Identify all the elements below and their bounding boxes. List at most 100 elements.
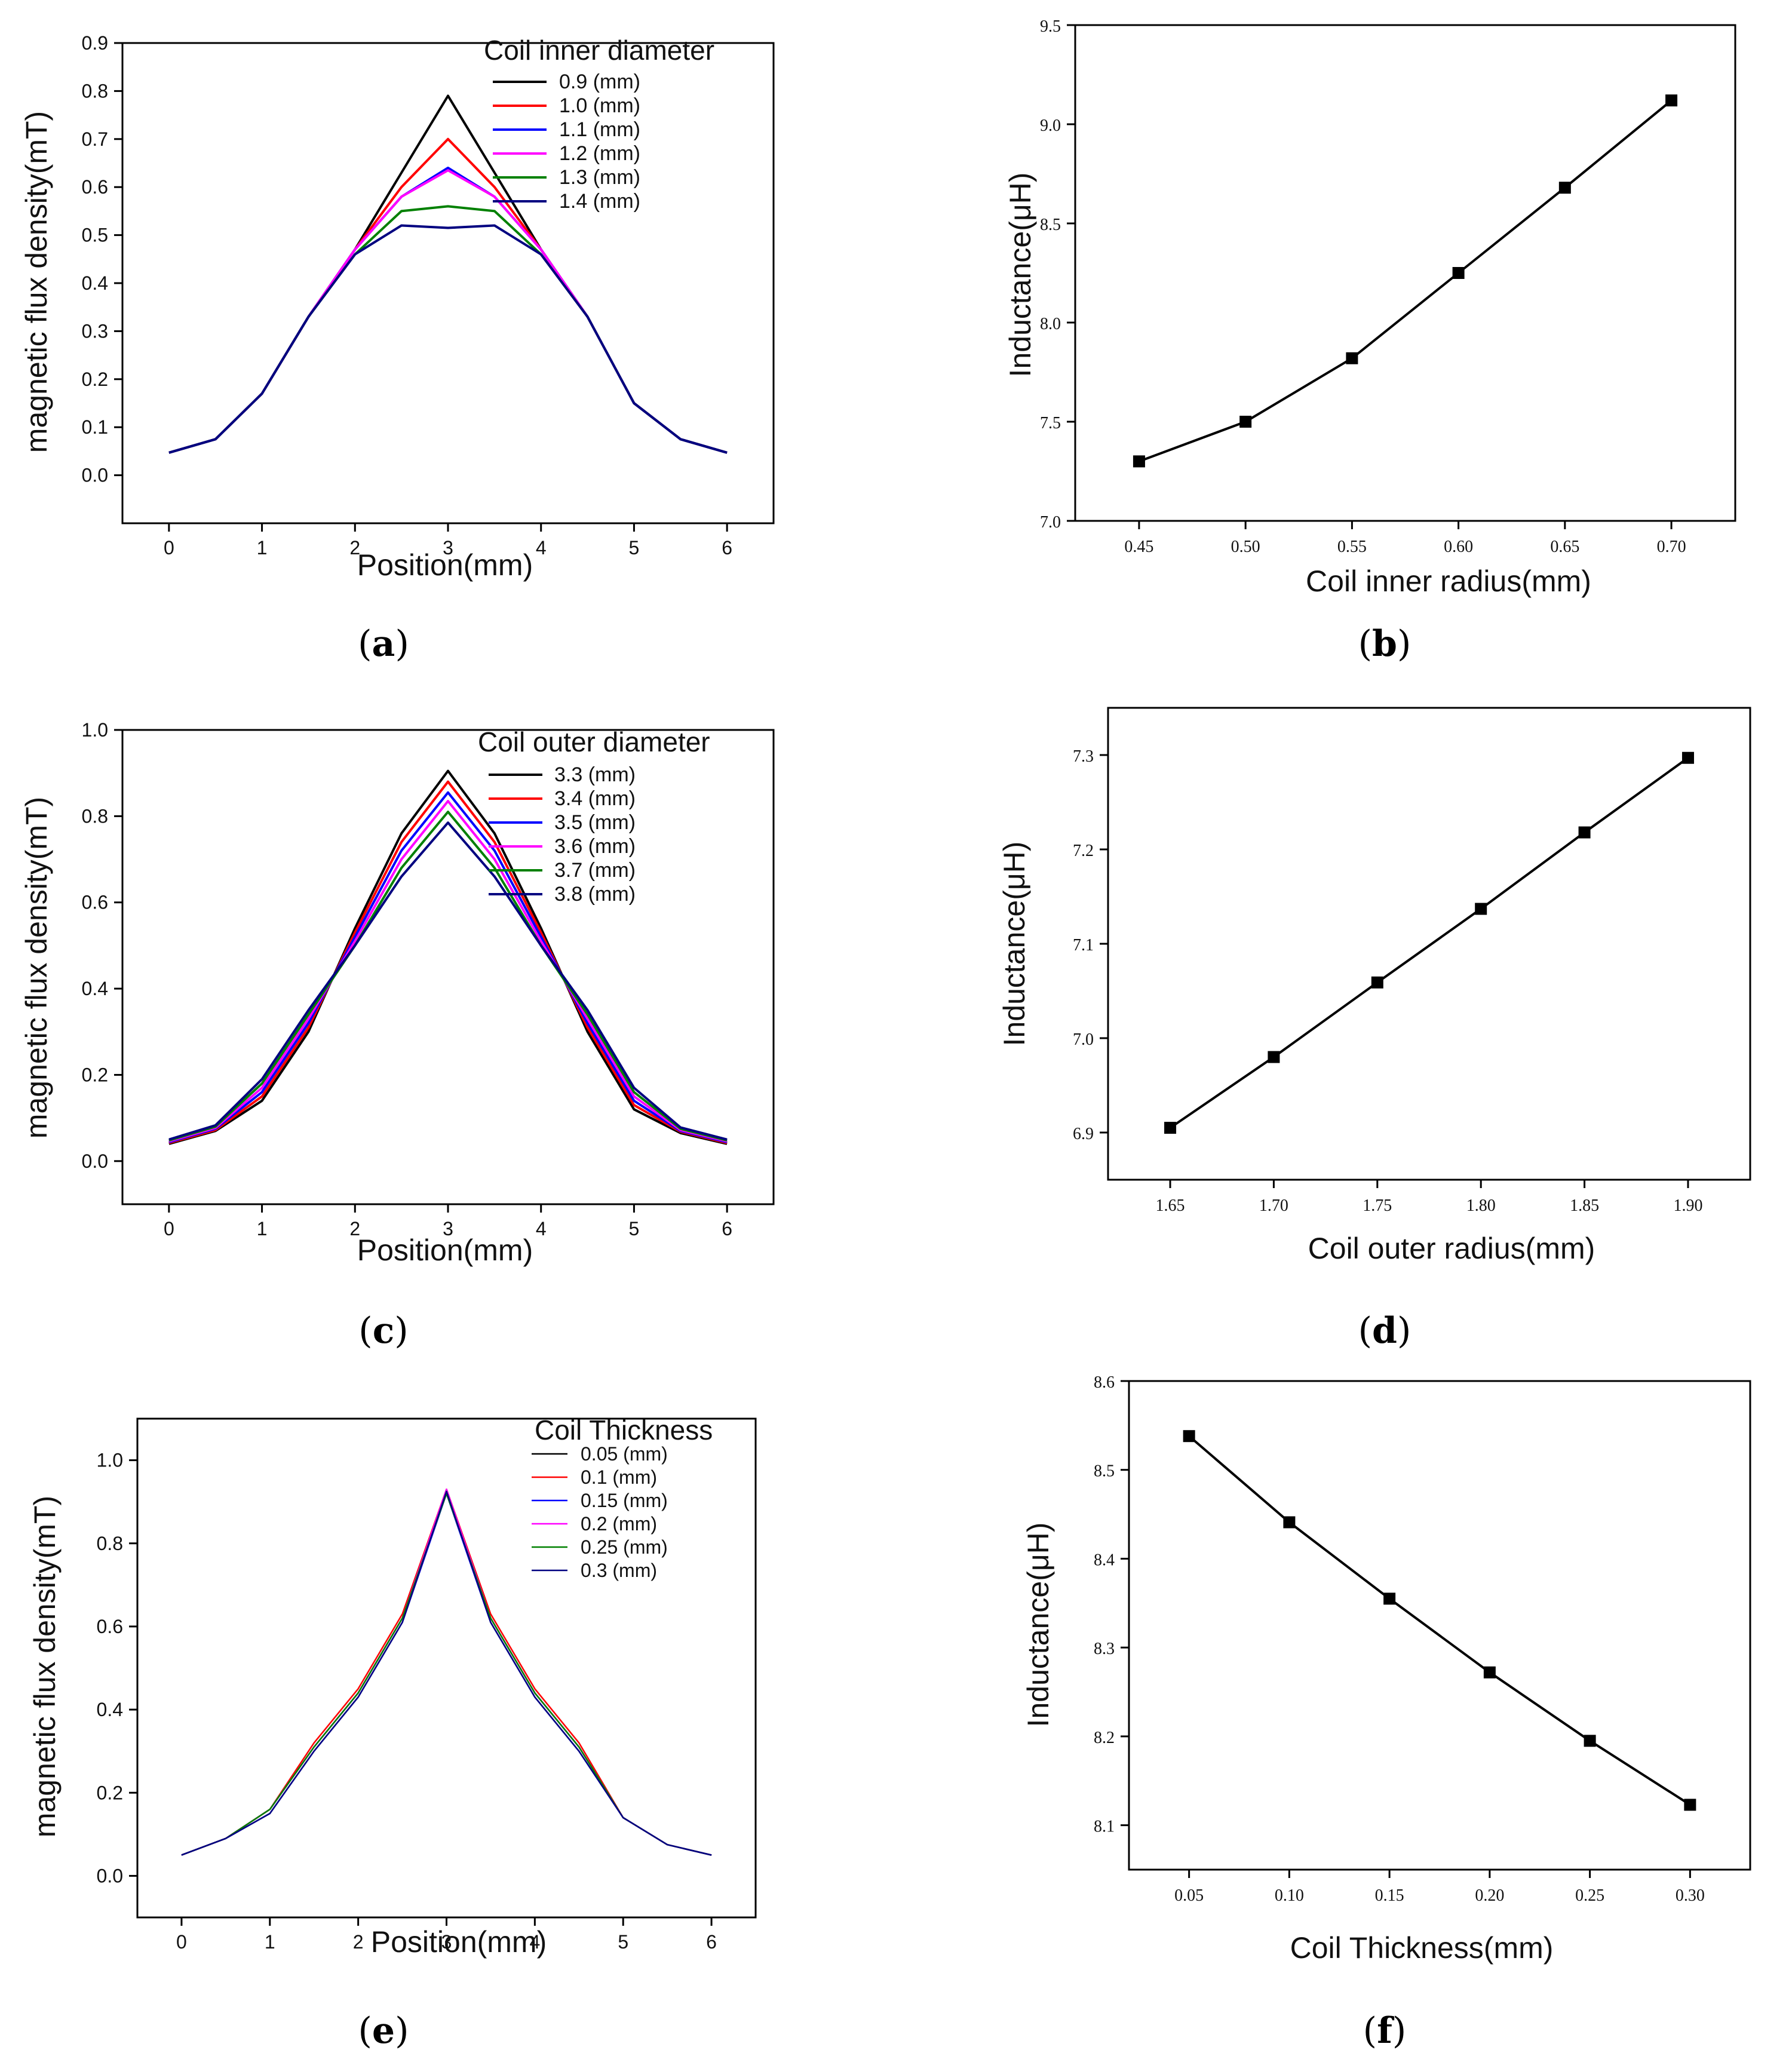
data-point-marker [1475,903,1487,915]
y-tick-label: 0.8 [82,805,108,827]
series-line-1 [1188,1435,1691,1806]
x-tick-label: 1 [257,537,268,559]
y-axis-label: magnetic flux density(mT) [28,1496,62,1837]
y-tick-label: 0.2 [82,369,108,390]
data-point-marker [1383,1592,1396,1605]
x-tick-label: 0 [164,537,174,559]
data-point-marker [1681,751,1694,764]
data-point-marker [1665,94,1678,107]
y-tick-label: 8.5 [1040,216,1061,234]
y-tick-label: 0.6 [82,892,108,913]
y-tick-label: 0.4 [82,272,108,294]
x-tick-label: 1 [265,1931,275,1953]
y-tick-label: 0.7 [82,128,108,150]
panel-b: 0.45 0.50 0.55 0.60 0.65 0.70 7.0 7.5 8.0 8.5 9.0 9… [1004,17,1736,665]
x-tick-label: 4 [536,1218,547,1239]
y-tick-label: 8.2 [1094,1729,1115,1747]
y-axis-label: magnetic flux density(mT) [20,111,53,453]
legend-c: Coil outer diameter 3.3 (mm)3.4 (mm)3.5 (… [478,726,710,906]
x-tick-label: 0.60 [1444,538,1473,556]
y-tick-label: 0.0 [82,1150,108,1172]
x-tick-label: 6 [706,1931,717,1953]
data-point-marker [1684,1799,1696,1811]
y-tick-label: 0.0 [82,465,108,486]
data-point-marker [1452,267,1465,279]
x-axis-label: Coil inner radius(mm) [1306,564,1591,598]
x-tick-label: 1.80 [1466,1196,1496,1215]
legend-entry: 3.3 (mm) [554,763,636,786]
y-tick-label: 0.4 [82,978,108,999]
series-line-1 [168,769,728,1145]
y-tick-label: 0.8 [82,80,108,102]
y-tick-label: 7.0 [1073,1030,1094,1049]
y-tick-label: 9.5 [1040,17,1061,36]
y-tick-label: 7.2 [1073,842,1094,860]
x-tick-label: 4 [536,537,547,559]
x-tick-label: 0.65 [1550,538,1579,556]
plot-frame-b [1074,24,1736,522]
x-tick-label: 0.50 [1231,538,1260,556]
y-tick-label: 9.0 [1040,116,1061,135]
plot-frame-d [1107,707,1751,1181]
x-tick-label: 0.05 [1174,1886,1204,1905]
y-tick-label: 8.6 [1094,1373,1115,1392]
panel-f: 0.05 0.10 0.15 0.20 0.25 0.30 8.1 8.2 8.3 8.4 8.5 8… [1021,1373,1751,2052]
legend-entry: 3.6 (mm) [554,835,636,858]
data-point-marker [1578,826,1591,839]
legend-entry: 0.25 (mm) [581,1536,668,1558]
x-tick-label: 0.55 [1337,538,1367,556]
y-tick-label: 1.0 [97,1450,123,1471]
series-line-2 [168,780,728,1144]
x-tick-label: 0 [176,1931,187,1953]
series-line-6 [168,224,728,454]
data-point-marker [1346,352,1358,364]
x-axis-label: Coil Thickness(mm) [1290,1931,1554,1965]
data-point-marker [1483,1666,1496,1678]
x-tick-label: 0.25 [1575,1886,1604,1905]
series-line-2 [168,137,728,454]
y-tick-label: 8.1 [1094,1818,1115,1836]
x-tick-label: 1 [257,1218,268,1239]
legend-entry: 1.1 (mm) [559,118,640,141]
x-tick-label: 0.70 [1657,538,1686,556]
y-tick-label: 7.0 [1040,513,1061,532]
y-tick-label: 8.0 [1040,315,1061,333]
legend-entry: 1.4 (mm) [559,190,640,213]
plot-frame-a [121,42,775,524]
y-tick-label: 0.2 [82,1064,108,1085]
x-tick-label: 0.15 [1375,1886,1404,1905]
legend-entry: 3.8 (mm) [554,883,636,906]
y-axis-label: magnetic flux density(mT) [20,797,53,1139]
data-point-marker [1164,1122,1177,1134]
y-tick-label: 0.6 [97,1616,123,1637]
y-tick-label: 0.9 [82,32,108,54]
legend-entry: 0.2 (mm) [581,1513,657,1535]
legend-entry: 3.4 (mm) [554,787,636,810]
x-tick-label: 3 [441,1931,452,1953]
x-tick-label: 1.70 [1259,1196,1288,1215]
x-axis-label: Position(mm) [357,1233,533,1267]
x-tick-label: 0.20 [1475,1886,1504,1905]
x-axis-label: Position(mm) [357,548,533,582]
y-tick-label: 1.0 [82,719,108,741]
y-tick-label: 0.2 [97,1782,123,1803]
legend-entry: 3.5 (mm) [554,811,636,834]
series-line-1 [1169,757,1689,1129]
series-line-3 [168,791,728,1144]
x-tick-label: 0.30 [1676,1886,1705,1905]
series-line-5 [168,205,728,454]
x-tick-label: 1.65 [1156,1196,1185,1215]
x-tick-label: 0.10 [1275,1886,1304,1905]
legend-entry: 1.0 (mm) [559,94,640,117]
legend-a: Coil inner diameter 0.9 (mm)1.0 (mm)1.1 (… [484,35,714,213]
legend-entry: 3.7 (mm) [554,859,636,882]
x-tick-label: 6 [722,1218,732,1239]
panel-d: 1.65 1.70 1.75 1.80 1.85 1.90 6.9 7.0 7.1 7.2 7.3 C… [998,707,1751,1352]
y-axis-label: Inductance(μH) [1004,173,1037,378]
panel-caption: (c) [358,1310,408,1352]
y-tick-label: 0.5 [82,225,108,246]
x-axis-label: Coil outer radius(mm) [1308,1232,1595,1265]
y-tick-label: 7.1 [1073,936,1094,955]
data-point-marker [1133,455,1145,468]
